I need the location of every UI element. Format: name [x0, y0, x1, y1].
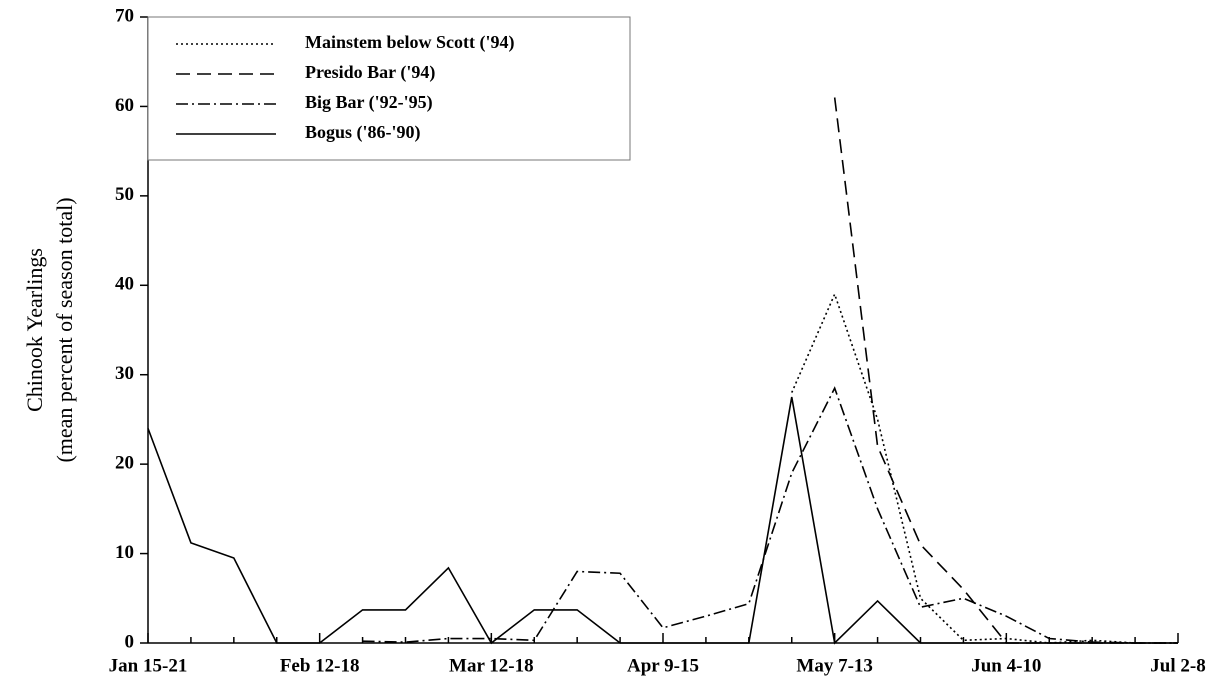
x-tick-label: Jan 15-21 — [109, 655, 188, 676]
y-tick-label: 40 — [115, 274, 134, 295]
legend-box — [147, 16, 631, 161]
y-tick-label: 30 — [115, 363, 134, 384]
y-tick-label: 10 — [115, 542, 134, 563]
y-label-line: Chinook Yearlings — [22, 248, 47, 412]
x-tick-label: Jun 4-10 — [971, 655, 1041, 676]
series-line — [833, 97, 1178, 644]
x-tick-label: May 7-13 — [796, 655, 873, 676]
y-tick-label: 50 — [115, 184, 134, 205]
series-line — [147, 396, 1178, 645]
y-tick-label: 60 — [115, 95, 134, 116]
x-tick-label: Mar 12-18 — [449, 655, 534, 676]
y-label-line: (mean percent of season total) — [52, 197, 77, 462]
series-line — [791, 292, 1178, 644]
x-tick-label: Jul 2-8 — [1150, 655, 1205, 676]
legend-label: Bogus ('86-'90) — [305, 122, 421, 143]
legend-label: Big Bar ('92-'95) — [305, 92, 433, 113]
y-tick-label: 70 — [115, 5, 134, 26]
x-tick-label: Apr 9-15 — [627, 655, 699, 676]
legend-label: Presido Bar ('94) — [305, 62, 435, 83]
x-tick-label: Feb 12-18 — [280, 655, 360, 676]
legend: Mainstem below Scott ('94) Presido Bar ('… — [147, 16, 631, 161]
legend-label: Mainstem below Scott ('94) — [305, 32, 514, 53]
series-line — [362, 386, 1178, 644]
y-tick-label: 0 — [125, 631, 135, 652]
y-axis-label: Chinook Yearlings (mean percent of seaso… — [22, 197, 77, 462]
y-tick-label: 20 — [115, 453, 134, 474]
